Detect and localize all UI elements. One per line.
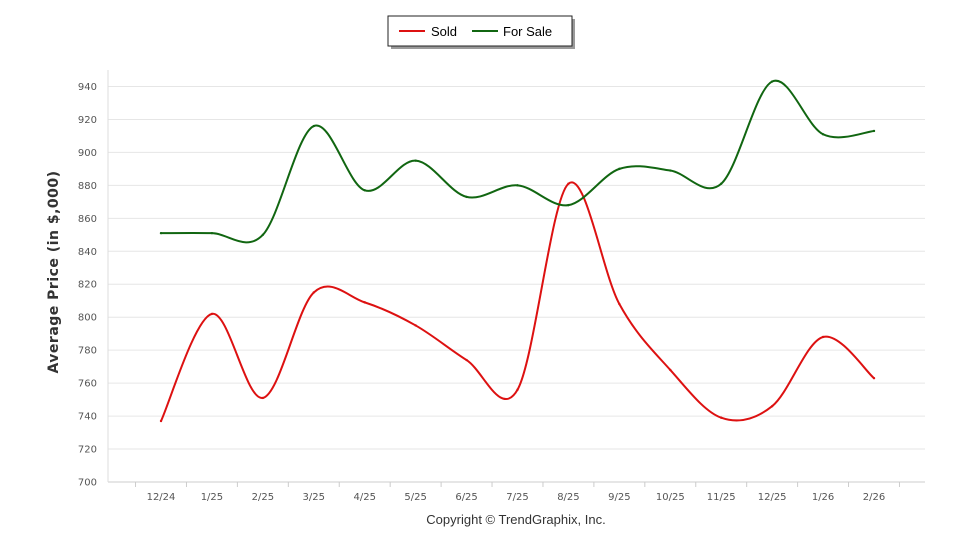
x-tick-label: 2/25 [252,492,274,503]
x-tick-label: 7/25 [506,492,528,503]
data-point-sold[interactable] [414,324,417,327]
data-point-sold[interactable] [821,335,825,339]
data-point-for-sale[interactable] [465,195,468,199]
x-tick-label: 12/25 [758,492,787,503]
data-point-sold[interactable] [872,376,876,380]
y-tick-label: 800 [78,313,97,324]
x-tick-label: 3/25 [303,492,325,503]
data-point-sold[interactable] [159,419,163,423]
x-tick-label: 9/25 [608,492,630,503]
data-point-sold[interactable] [465,358,468,362]
legend[interactable]: Sold For Sale [387,15,575,49]
y-tick-label: 780 [78,346,97,357]
legend-label-sold: Sold [431,24,457,39]
x-tick-label: 6/25 [455,492,477,503]
x-tick-label: 1/25 [201,492,223,503]
y-tick-label: 940 [78,82,97,93]
grid [108,85,925,483]
data-point-for-sale[interactable] [872,129,876,133]
data-point-for-sale[interactable] [210,231,214,235]
x-tick-label: 2/26 [863,492,885,503]
y-tick-label: 820 [78,280,97,291]
data-point-sold[interactable] [516,388,519,391]
data-point-sold[interactable] [210,312,214,316]
x-tick-label: 5/25 [404,492,426,503]
data-point-for-sale[interactable] [159,231,163,235]
y-tick-label: 880 [78,181,97,192]
data-point-for-sale[interactable] [414,159,417,162]
data-point-for-sale[interactable] [770,80,774,83]
y-tick-label: 840 [78,247,97,258]
data-point-for-sale[interactable] [363,189,366,192]
y-tick-label: 860 [78,214,97,225]
y-tick-label: 920 [78,115,97,126]
x-tick-label: 4/25 [353,492,375,503]
x-tick-label: 10/25 [656,492,685,503]
data-point-for-sale[interactable] [567,203,570,207]
data-point-sold[interactable] [363,301,366,304]
data-point-sold[interactable] [312,291,315,294]
y-tick-label: 900 [78,148,97,159]
x-tick-label: 8/25 [557,492,579,503]
data-point-for-sale[interactable] [516,184,519,187]
data-point-sold[interactable] [567,182,570,185]
y-tick-label: 760 [78,379,97,390]
copyright-text: Copyright © TrendGraphix, Inc. [426,512,605,527]
data-point-sold[interactable] [770,404,774,408]
data-point-for-sale[interactable] [669,169,672,172]
data-point-for-sale[interactable] [261,233,265,236]
x-tick-label: 11/25 [707,492,736,503]
x-tick-label: 1/26 [812,492,834,503]
data-point-for-sale[interactable] [618,167,621,171]
data-point-sold[interactable] [618,302,621,306]
data-point-sold[interactable] [261,396,265,400]
data-point-for-sale[interactable] [312,124,315,128]
series-lines [159,79,876,423]
data-point-for-sale[interactable] [720,182,723,185]
y-tick-label: 720 [78,445,97,456]
data-point-sold[interactable] [669,368,672,372]
data-point-for-sale[interactable] [821,133,825,136]
data-point-sold[interactable] [720,416,723,419]
y-tick-label: 740 [78,412,97,423]
y-tick-label: 700 [78,478,97,489]
y-axis-label: Average Price (in $,000) [46,170,62,373]
x-tick-label: 12/24 [147,492,176,503]
axes: 700 720 740 760 780 800 820 840 860 880 900 920 940 1… [78,70,925,503]
legend-label-for-sale: For Sale [503,24,552,39]
